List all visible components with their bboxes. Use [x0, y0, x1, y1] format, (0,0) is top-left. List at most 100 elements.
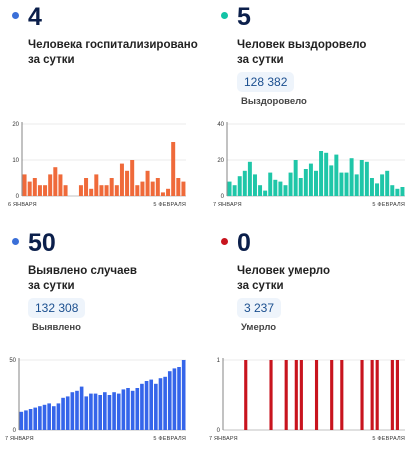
cases-value: 50	[28, 229, 56, 257]
bar	[252, 174, 257, 196]
bar	[89, 188, 94, 196]
y-tick-label: 50	[9, 358, 16, 364]
cases-total: 132 308	[28, 298, 86, 318]
bar	[140, 383, 144, 430]
bar	[334, 154, 339, 196]
bar	[84, 396, 89, 430]
bar	[163, 376, 167, 430]
x-tick-label-end: 5 ФЕВРАЛЯ	[372, 436, 405, 442]
x-tick-label-start: 7 ЯНВАРЯ	[213, 202, 242, 208]
bar	[33, 407, 38, 430]
y-tick-label: 0	[16, 194, 20, 200]
bar	[395, 188, 400, 196]
bar	[369, 178, 374, 196]
y-tick-label: 40	[217, 122, 224, 128]
deaths-caption: Человек умерло за сутки	[237, 265, 330, 292]
bar	[47, 403, 51, 430]
bar	[38, 406, 42, 430]
bar	[160, 192, 165, 196]
bar	[43, 185, 48, 196]
bar	[177, 367, 181, 430]
bar	[176, 178, 181, 196]
y-tick-label: 0	[217, 428, 221, 434]
bar	[375, 360, 379, 430]
bar	[130, 160, 135, 196]
bar	[298, 178, 303, 196]
cases-total-label: Выявлено	[32, 322, 81, 333]
bar	[171, 142, 176, 196]
bar	[24, 410, 28, 430]
bar	[344, 172, 349, 196]
bar	[145, 170, 150, 196]
bar	[94, 174, 99, 196]
hospitalized-value: 4	[28, 3, 42, 31]
bar	[284, 360, 288, 430]
bar	[154, 383, 158, 430]
bar	[56, 403, 61, 430]
bar	[400, 187, 405, 196]
bar	[63, 185, 68, 196]
bar	[135, 388, 140, 430]
bar	[227, 181, 232, 196]
recovered-panel: 5 Человек выздоровело за сутки 128 382 В…	[209, 0, 418, 225]
x-tick-label-end: 5 ФЕВРАЛЯ	[153, 436, 186, 442]
bar	[125, 170, 130, 196]
bar	[53, 167, 58, 196]
bar	[112, 392, 116, 430]
bar	[349, 158, 354, 196]
bar	[51, 406, 56, 430]
bar	[380, 174, 385, 196]
bar	[37, 185, 42, 196]
hospitalized-caption: Человека госпитализировано за сутки	[28, 39, 198, 66]
bar	[273, 179, 278, 196]
bar	[268, 172, 273, 196]
recovered-caption: Человек выздоровело за сутки	[237, 39, 367, 66]
bar	[78, 185, 83, 196]
bar	[385, 170, 390, 196]
y-tick-label: 10	[12, 158, 19, 164]
bar	[93, 393, 98, 430]
bar	[339, 172, 344, 196]
deaths-value: 0	[237, 229, 251, 257]
bar	[150, 181, 155, 196]
bar	[22, 174, 27, 196]
bar	[130, 390, 135, 430]
recovered-total: 128 382	[237, 72, 295, 92]
bar	[375, 183, 380, 196]
bar	[32, 178, 37, 196]
bar	[155, 178, 160, 196]
bar	[79, 386, 84, 430]
status-dot-icon	[12, 12, 19, 19]
recovered-value: 5	[237, 3, 251, 31]
bar	[354, 174, 359, 196]
bar	[278, 181, 283, 196]
bar	[303, 169, 308, 196]
bar	[126, 388, 130, 430]
bar	[19, 411, 24, 430]
recovered-chart: 0 20 40 7 ЯНВАРЯ 5 ФЕВРАЛЯ	[213, 122, 405, 208]
bar	[158, 378, 163, 430]
bar	[135, 185, 140, 196]
deaths-panel: 0 Человек умерло за сутки 3 237 Умерло 0…	[209, 226, 418, 451]
bar	[269, 360, 273, 430]
bar	[319, 151, 324, 196]
x-tick-label-end: 5 ФЕВРАЛЯ	[153, 202, 186, 208]
y-tick-label: 20	[12, 122, 19, 128]
cases-chart: 0 50 7 ЯНВАРЯ 5 ФЕВРАЛЯ	[5, 358, 186, 442]
bar	[42, 404, 47, 430]
recovered-total-label: Выздоровело	[241, 96, 307, 107]
x-tick-label-end: 5 ФЕВРАЛЯ	[372, 202, 405, 208]
bar	[103, 392, 107, 430]
bar	[119, 163, 124, 196]
x-tick-label-start: 7 ЯНВАРЯ	[5, 436, 34, 442]
status-dot-icon	[12, 238, 19, 245]
bar	[181, 181, 186, 196]
bar	[294, 360, 298, 430]
deaths-chart: 0 1 7 ЯНВАРЯ 5 ФЕВРАЛЯ	[209, 358, 405, 442]
bar	[390, 360, 394, 430]
bar	[121, 389, 126, 430]
bar	[167, 371, 172, 430]
bar	[395, 360, 399, 430]
y-tick-label: 20	[217, 158, 224, 164]
bar	[370, 360, 374, 430]
